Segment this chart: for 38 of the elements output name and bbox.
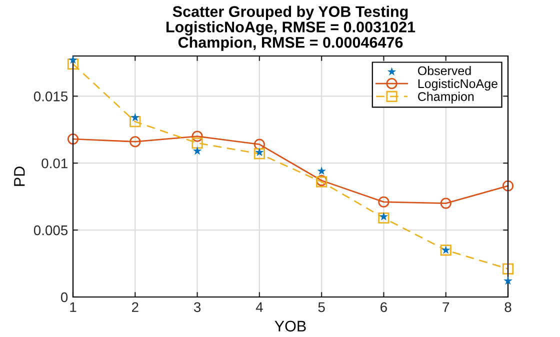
x-tick-label: 6 xyxy=(380,302,387,312)
point xyxy=(504,276,512,285)
point xyxy=(378,196,390,208)
x-axis-title: YOB xyxy=(274,320,306,332)
x-tick-label: 5 xyxy=(318,302,325,312)
point xyxy=(192,146,202,155)
point xyxy=(502,180,514,192)
y-tick-label: 0.015 xyxy=(34,92,68,102)
y-axis-title: PD xyxy=(14,166,25,186)
x-tick-label: 4 xyxy=(256,302,263,312)
y-tick-label: 0.005 xyxy=(34,225,68,236)
point xyxy=(67,58,79,70)
point xyxy=(255,148,264,156)
point xyxy=(68,55,78,64)
point xyxy=(502,263,514,274)
x-tick-label: 3 xyxy=(194,302,201,312)
point xyxy=(67,133,79,145)
x-tick-label: 2 xyxy=(132,302,138,312)
point xyxy=(130,136,141,148)
point xyxy=(379,212,388,220)
point xyxy=(254,148,265,160)
point xyxy=(192,130,203,142)
x-tick-label: 7 xyxy=(442,302,450,312)
point xyxy=(130,116,141,128)
point xyxy=(440,198,452,209)
legend-label: Champion xyxy=(418,92,474,104)
y-tick-label: 0.01 xyxy=(42,158,68,168)
chart-title: Scatter Grouped by YOB Testing LogisticNoAge, RMSE = 0.0031021 Champion, RMSE = 0.00046476 xyxy=(166,6,416,51)
point xyxy=(192,137,203,149)
point xyxy=(254,138,265,150)
x-tick-label: 1 xyxy=(70,302,76,312)
y-tick-label: 0 xyxy=(60,292,68,302)
point xyxy=(378,212,390,224)
legend-label: LogisticNoAge xyxy=(418,78,498,91)
point xyxy=(317,166,326,175)
point xyxy=(130,112,140,122)
x-tick-label: 8 xyxy=(504,302,512,312)
legend-label: Observed xyxy=(418,66,471,76)
